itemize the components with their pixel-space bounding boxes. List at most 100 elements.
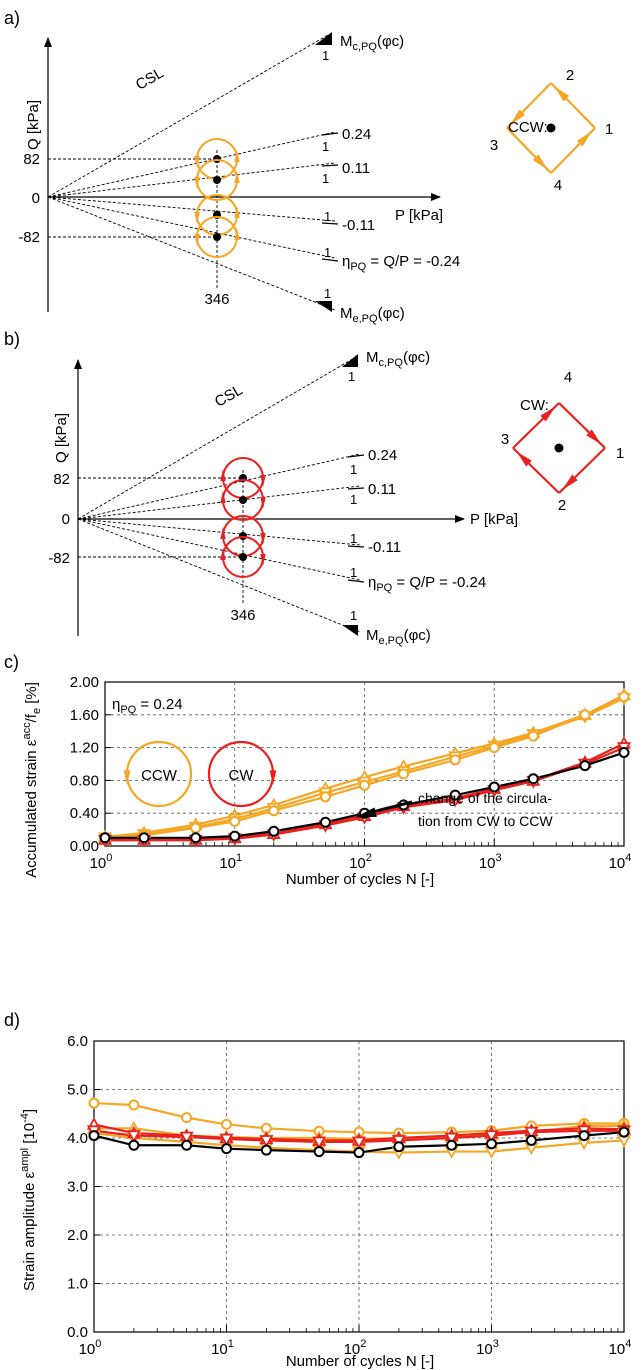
x-tick-label: 103 [479, 852, 502, 872]
panel-d-label: d) [4, 1010, 20, 1030]
data-point [319, 791, 331, 803]
loop-arrow [220, 491, 226, 503]
slope-me-one: 1 [324, 286, 331, 301]
panel-c-label: c) [4, 652, 19, 672]
y-tick-label: 2.0 [67, 1227, 88, 1244]
y-axis-label: Accumulated strain εacc/fe [%] [21, 682, 43, 878]
slope-m024-one: 1 [324, 245, 331, 260]
loop-arrow [234, 171, 240, 183]
legend-ccw-label: CCW [141, 767, 178, 784]
diamond-arrow [554, 86, 570, 102]
slope-m011-one: 1 [350, 531, 357, 546]
corner-4: 4 [564, 369, 572, 386]
tick-0: 0 [62, 511, 70, 528]
stress-loops-cw [220, 457, 266, 578]
y-tick-label: 1.20 [70, 740, 99, 757]
annotation-arrow-line [378, 800, 413, 812]
eta-m011: -0.11 [342, 217, 375, 234]
diamond-arrow [576, 131, 592, 147]
slope-011-one: 1 [322, 171, 329, 186]
data-point [449, 789, 461, 801]
tick-82: 82 [53, 471, 70, 488]
y-tick-label: 2.00 [70, 674, 99, 691]
corner-2: 2 [558, 497, 566, 514]
data-point [488, 742, 500, 754]
diamond-arrow [562, 474, 578, 490]
data-point [260, 1144, 272, 1156]
tick-346: 346 [230, 607, 255, 624]
slope-mc-one: 1 [348, 369, 355, 384]
loop-arrow [220, 548, 226, 560]
data-point [527, 730, 539, 742]
slope-mc [315, 32, 332, 45]
y-tick-label: 1.0 [67, 1276, 88, 1293]
slope-me-one: 1 [350, 608, 357, 623]
cw-direction-label: CW: [520, 397, 549, 414]
legend-cw-arrow [269, 770, 277, 785]
data-point [221, 1118, 232, 1130]
loop-arrow [260, 475, 266, 487]
loop-arrow [234, 228, 240, 240]
y-axis-label: Strain amplitude εampl [10-4] [19, 1109, 38, 1291]
y-tick-label: 0.80 [70, 772, 99, 789]
data-point [126, 1130, 141, 1143]
diamond-arrow [586, 429, 602, 445]
y-tick-label: 0.00 [70, 838, 99, 855]
slope-m024-one: 1 [350, 565, 357, 580]
eta-011: 0.11 [368, 481, 396, 498]
data-point [579, 709, 591, 721]
slope-mc-one: 1 [322, 48, 329, 63]
data-point [527, 773, 539, 785]
y-tick-label: 5.0 [67, 1082, 88, 1099]
data-point [444, 1132, 459, 1146]
loop-arrow [234, 206, 240, 218]
p-axis-label: P [kPa] [470, 511, 518, 528]
stress-point [213, 233, 221, 241]
corner-3: 3 [490, 137, 498, 154]
data-point [353, 1147, 365, 1159]
tick-82: 82 [23, 151, 40, 168]
y-tick-label: 3.0 [67, 1179, 88, 1196]
tick-minus-82: -82 [48, 550, 70, 567]
me-label: Me,PQ(φc) [340, 305, 405, 325]
diamond-ccw [506, 82, 596, 174]
data-point [488, 781, 500, 793]
eta-label: ηPQ = 0.24 [112, 696, 183, 716]
data-point [446, 1139, 458, 1151]
data-point [351, 1136, 367, 1150]
data-point [618, 747, 630, 759]
data-point [484, 1130, 499, 1143]
diamond-arrow [510, 109, 526, 125]
accumulated-strain-chart: 0.00 0.40 0.80 1.20 1.60 2.00 100 101 102 103 104 [70, 674, 632, 872]
corner-1: 1 [605, 121, 613, 138]
data-point [179, 1131, 194, 1145]
data-point [313, 1146, 325, 1158]
ccw-direction-label: CCW: [508, 119, 548, 136]
data-point [578, 1130, 590, 1142]
data-point [219, 1133, 234, 1147]
data-point [229, 815, 241, 827]
data-point [359, 779, 370, 791]
y-tick-label: 6.0 [67, 1033, 88, 1050]
loop-arrow [220, 469, 226, 481]
slope-mc [342, 354, 358, 367]
stress-point [239, 553, 247, 561]
mc-label: Mc,PQ(φc) [340, 33, 404, 53]
data-point [524, 1126, 539, 1140]
data-point [449, 754, 461, 766]
slope-me [342, 625, 358, 636]
corner-3: 3 [501, 431, 509, 448]
data-point [88, 1130, 100, 1142]
stress-point [239, 496, 247, 504]
data-point [618, 691, 630, 703]
data-point [393, 1141, 405, 1153]
corner-1: 1 [616, 445, 624, 462]
data-point [221, 1143, 232, 1155]
eta-m011: -0.11 [368, 539, 401, 556]
panel-b-label: b) [4, 329, 20, 349]
y-tick-label: 1.60 [70, 707, 99, 724]
loop-arrow [220, 527, 226, 539]
data-point [181, 1139, 193, 1151]
